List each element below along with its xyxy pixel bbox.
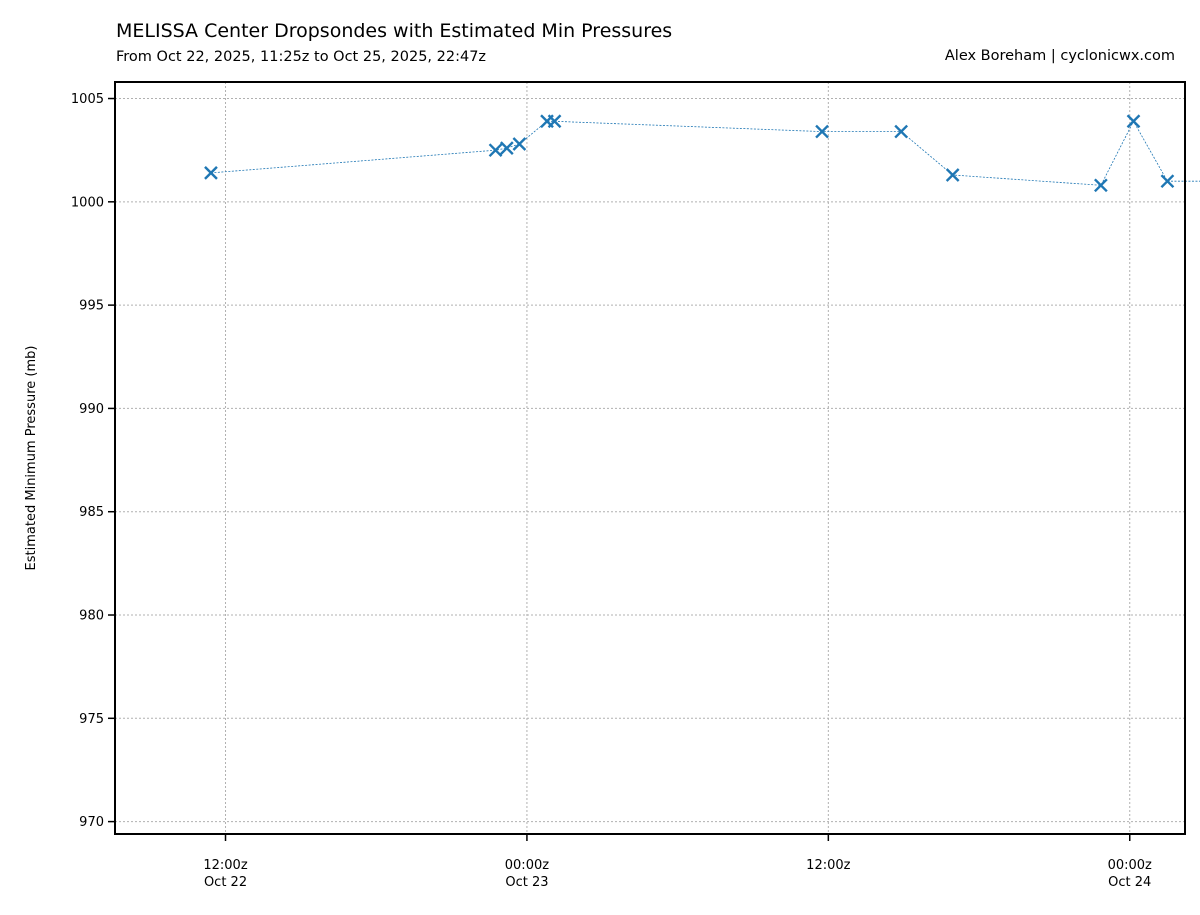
plot-frame bbox=[114, 81, 1186, 835]
data-point-marker bbox=[1094, 178, 1108, 193]
chart-subtitle: From Oct 22, 2025, 11:25z to Oct 25, 202… bbox=[116, 49, 487, 65]
data-point-marker bbox=[894, 124, 909, 139]
y-tick-label: 1000 bbox=[71, 195, 104, 210]
data-point-marker bbox=[499, 141, 514, 155]
chart-credit: Alex Boreham | cyclonicwx.com bbox=[944, 48, 1175, 64]
y-tick-label: 980 bbox=[79, 609, 104, 624]
y-tick-label: 970 bbox=[79, 815, 104, 830]
data-point-marker bbox=[1126, 114, 1141, 129]
series-line bbox=[210, 120, 1200, 186]
data-point-marker bbox=[512, 137, 527, 151]
y-tick-label: 990 bbox=[79, 402, 104, 417]
grid-layer bbox=[115, 82, 1185, 834]
x-tick-label-time: 00:00z bbox=[1108, 858, 1152, 873]
y-tick-label: 995 bbox=[79, 299, 104, 314]
y-axis-label: Estimated Minimum Pressure (mb) bbox=[24, 346, 39, 571]
x-tick-label-time: 00:00z bbox=[505, 858, 549, 873]
y-tick-label: 985 bbox=[79, 505, 104, 520]
data-point-marker bbox=[204, 166, 218, 180]
chart-title: MELISSA Center Dropsondes with Estimated… bbox=[116, 20, 673, 42]
x-tick-label-date: Oct 22 bbox=[204, 875, 247, 890]
x-tick-label-date: Oct 24 bbox=[1108, 875, 1151, 890]
y-tick-label: 975 bbox=[79, 712, 104, 727]
axis-layer: 970 975 980 985 990 995 1000 1005 12:00z Oct 22 00… bbox=[71, 92, 1152, 890]
data-point-marker bbox=[815, 124, 829, 139]
data-point-marker bbox=[488, 143, 503, 158]
x-tick-label-date: Oct 23 bbox=[505, 875, 548, 890]
y-tick-label: 1005 bbox=[71, 92, 104, 107]
data-point-marker bbox=[547, 114, 562, 129]
data-point-marker bbox=[1160, 174, 1175, 189]
x-tick-label-time: 12:00z bbox=[806, 858, 850, 873]
data-point-marker bbox=[945, 168, 960, 182]
series-layer bbox=[204, 114, 1200, 193]
x-tick-label-time: 12:00z bbox=[203, 858, 247, 873]
